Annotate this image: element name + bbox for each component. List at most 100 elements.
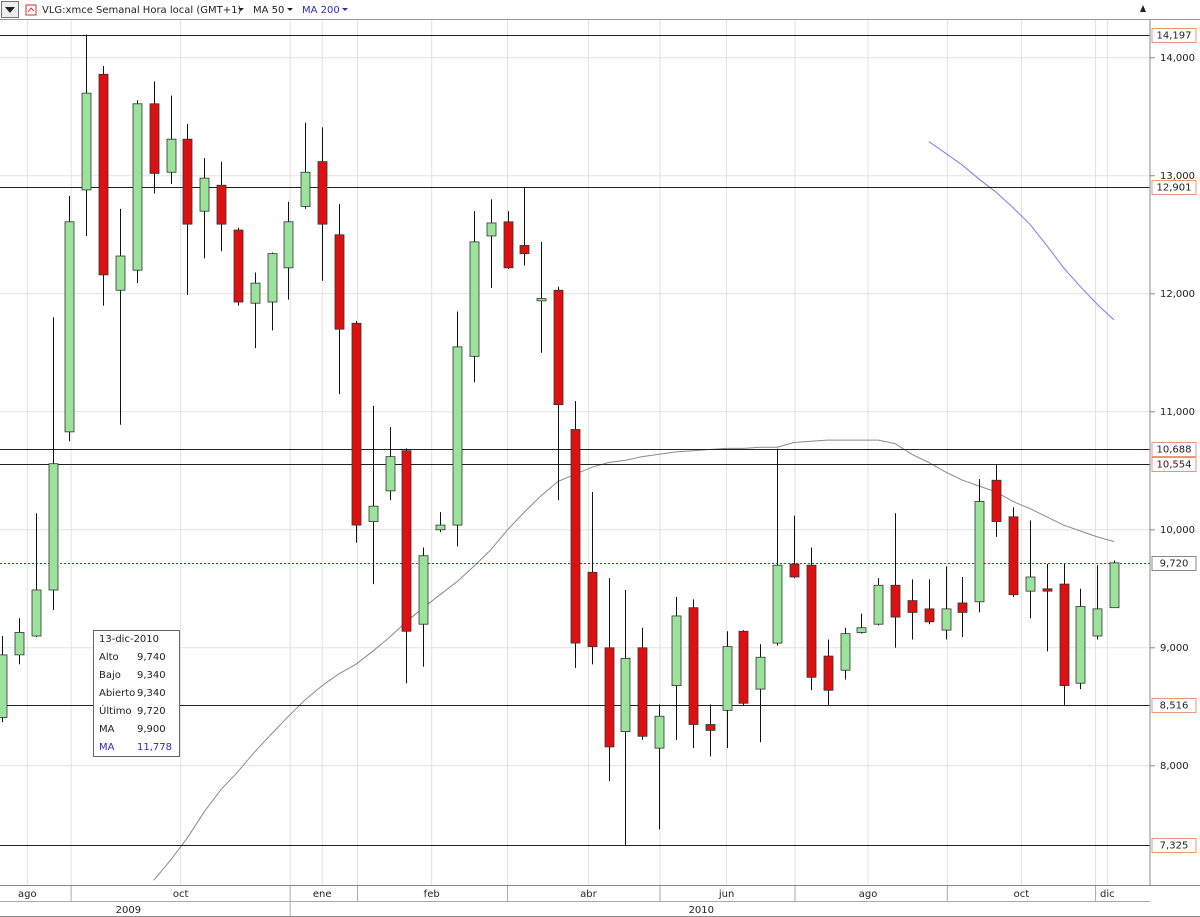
candle-body (1042, 588, 1053, 592)
candle-body (907, 600, 918, 613)
candle-body (941, 608, 952, 631)
candle-body (368, 505, 379, 522)
candle-body (856, 627, 867, 633)
dropdown-arrow[interactable] (287, 8, 293, 11)
candle-body (1092, 608, 1103, 637)
y-tick-label: 12,000 (1160, 289, 1195, 300)
candle-body (503, 221, 514, 269)
current-label: 9,720 (1160, 559, 1189, 570)
dropdown-arrow[interactable] (342, 8, 348, 11)
candle-body (1059, 583, 1070, 686)
candle-body (1109, 562, 1120, 609)
x-tick-label: ene (313, 889, 332, 900)
info-value: 11,778 (137, 742, 172, 753)
candle-body (216, 184, 227, 225)
chart-icon-line (27, 7, 35, 13)
info-date: 13-dic-2010 (99, 634, 159, 645)
y-tick-label: 9,000 (1160, 643, 1189, 654)
level-label: 8,516 (1160, 701, 1189, 712)
info-label: Último (99, 704, 132, 717)
level-label: 10,688 (1157, 445, 1192, 456)
candle-body (789, 563, 800, 578)
candle-body (418, 555, 429, 625)
info-label: Abierto (99, 688, 135, 699)
candle-body (654, 715, 665, 749)
candle-body (351, 322, 362, 526)
candle-body (1075, 606, 1086, 684)
candle-body (64, 221, 75, 433)
level-label: 14,197 (1157, 31, 1192, 42)
candle-body (149, 103, 160, 174)
candle-body (519, 244, 530, 255)
info-box-frame (93, 630, 180, 757)
chart-icon (25, 4, 37, 16)
level-label-box (1151, 698, 1197, 713)
candle-body (840, 633, 851, 671)
year-label: 2010 (689, 905, 714, 916)
candle-body (115, 255, 126, 291)
info-value: 9,340 (137, 670, 166, 681)
candle-body (31, 589, 42, 637)
info-label: Alto (99, 652, 119, 663)
info-label: Bajo (99, 670, 121, 681)
candle-body (267, 253, 278, 303)
candle-body (469, 241, 480, 357)
candle-body (705, 724, 716, 731)
candle-body (0, 654, 8, 718)
candle-body (587, 571, 598, 648)
x-tick-label: abr (580, 889, 597, 900)
candle-body (300, 171, 311, 207)
candle-body (772, 564, 783, 644)
candle-body (283, 221, 294, 269)
level-label-box (1151, 838, 1197, 853)
candle-body (957, 602, 968, 613)
y-tick-label: 10,000 (1160, 525, 1195, 536)
candle-body (317, 161, 328, 225)
x-tick-label: ago (18, 889, 37, 900)
candle-body (890, 584, 901, 618)
candle-body (924, 608, 935, 623)
level-label-box (1151, 28, 1197, 43)
y-tick-label: 8,000 (1160, 761, 1189, 772)
candle-body (98, 73, 109, 276)
candle-body (637, 647, 648, 737)
legend-ma200[interactable]: MA 200 (302, 5, 340, 16)
candle-body (182, 138, 193, 225)
level-label-box (1151, 180, 1197, 195)
candle-body (1025, 576, 1036, 592)
candle-body (974, 501, 985, 603)
ma-line (153, 439, 1115, 881)
x-tick-label: oct (1014, 889, 1030, 900)
toolbar: VLG:xmce Semanal Hora local (GMT+1) MA 5… (0, 0, 1200, 20)
legend-ma50[interactable]: MA 50 (253, 5, 284, 16)
candle-body (991, 479, 1002, 522)
info-value: 9,900 (137, 724, 166, 735)
candle-body (385, 456, 396, 492)
candle-body (334, 234, 345, 330)
scroll-top-icon[interactable] (1140, 5, 1146, 12)
candle-body (671, 615, 682, 686)
current-label-box (1151, 556, 1197, 571)
candle-body (722, 646, 733, 711)
info-label: MA (99, 724, 115, 735)
candle-body (755, 656, 766, 690)
ma-line (928, 141, 1115, 321)
level-label-box (1151, 457, 1197, 472)
x-tick-label: dic (1100, 889, 1115, 900)
menu-arrow (5, 7, 15, 13)
y-tick-label: 13,000 (1160, 171, 1195, 182)
candle-body (250, 282, 261, 304)
candles (0, 34, 1120, 846)
candle-body (873, 584, 884, 625)
candle-body (486, 222, 497, 237)
info-value: 9,340 (137, 688, 166, 699)
chart-title[interactable]: VLG:xmce Semanal Hora local (GMT+1) (42, 5, 241, 16)
dropdown-arrow[interactable] (238, 8, 244, 11)
x-tick-label: ago (859, 889, 878, 900)
candle-body (738, 630, 749, 704)
candle-body (14, 632, 25, 656)
x-tick-label: oct (173, 889, 189, 900)
y-tick-label: 11,000 (1160, 407, 1195, 418)
candle-body (604, 647, 615, 748)
